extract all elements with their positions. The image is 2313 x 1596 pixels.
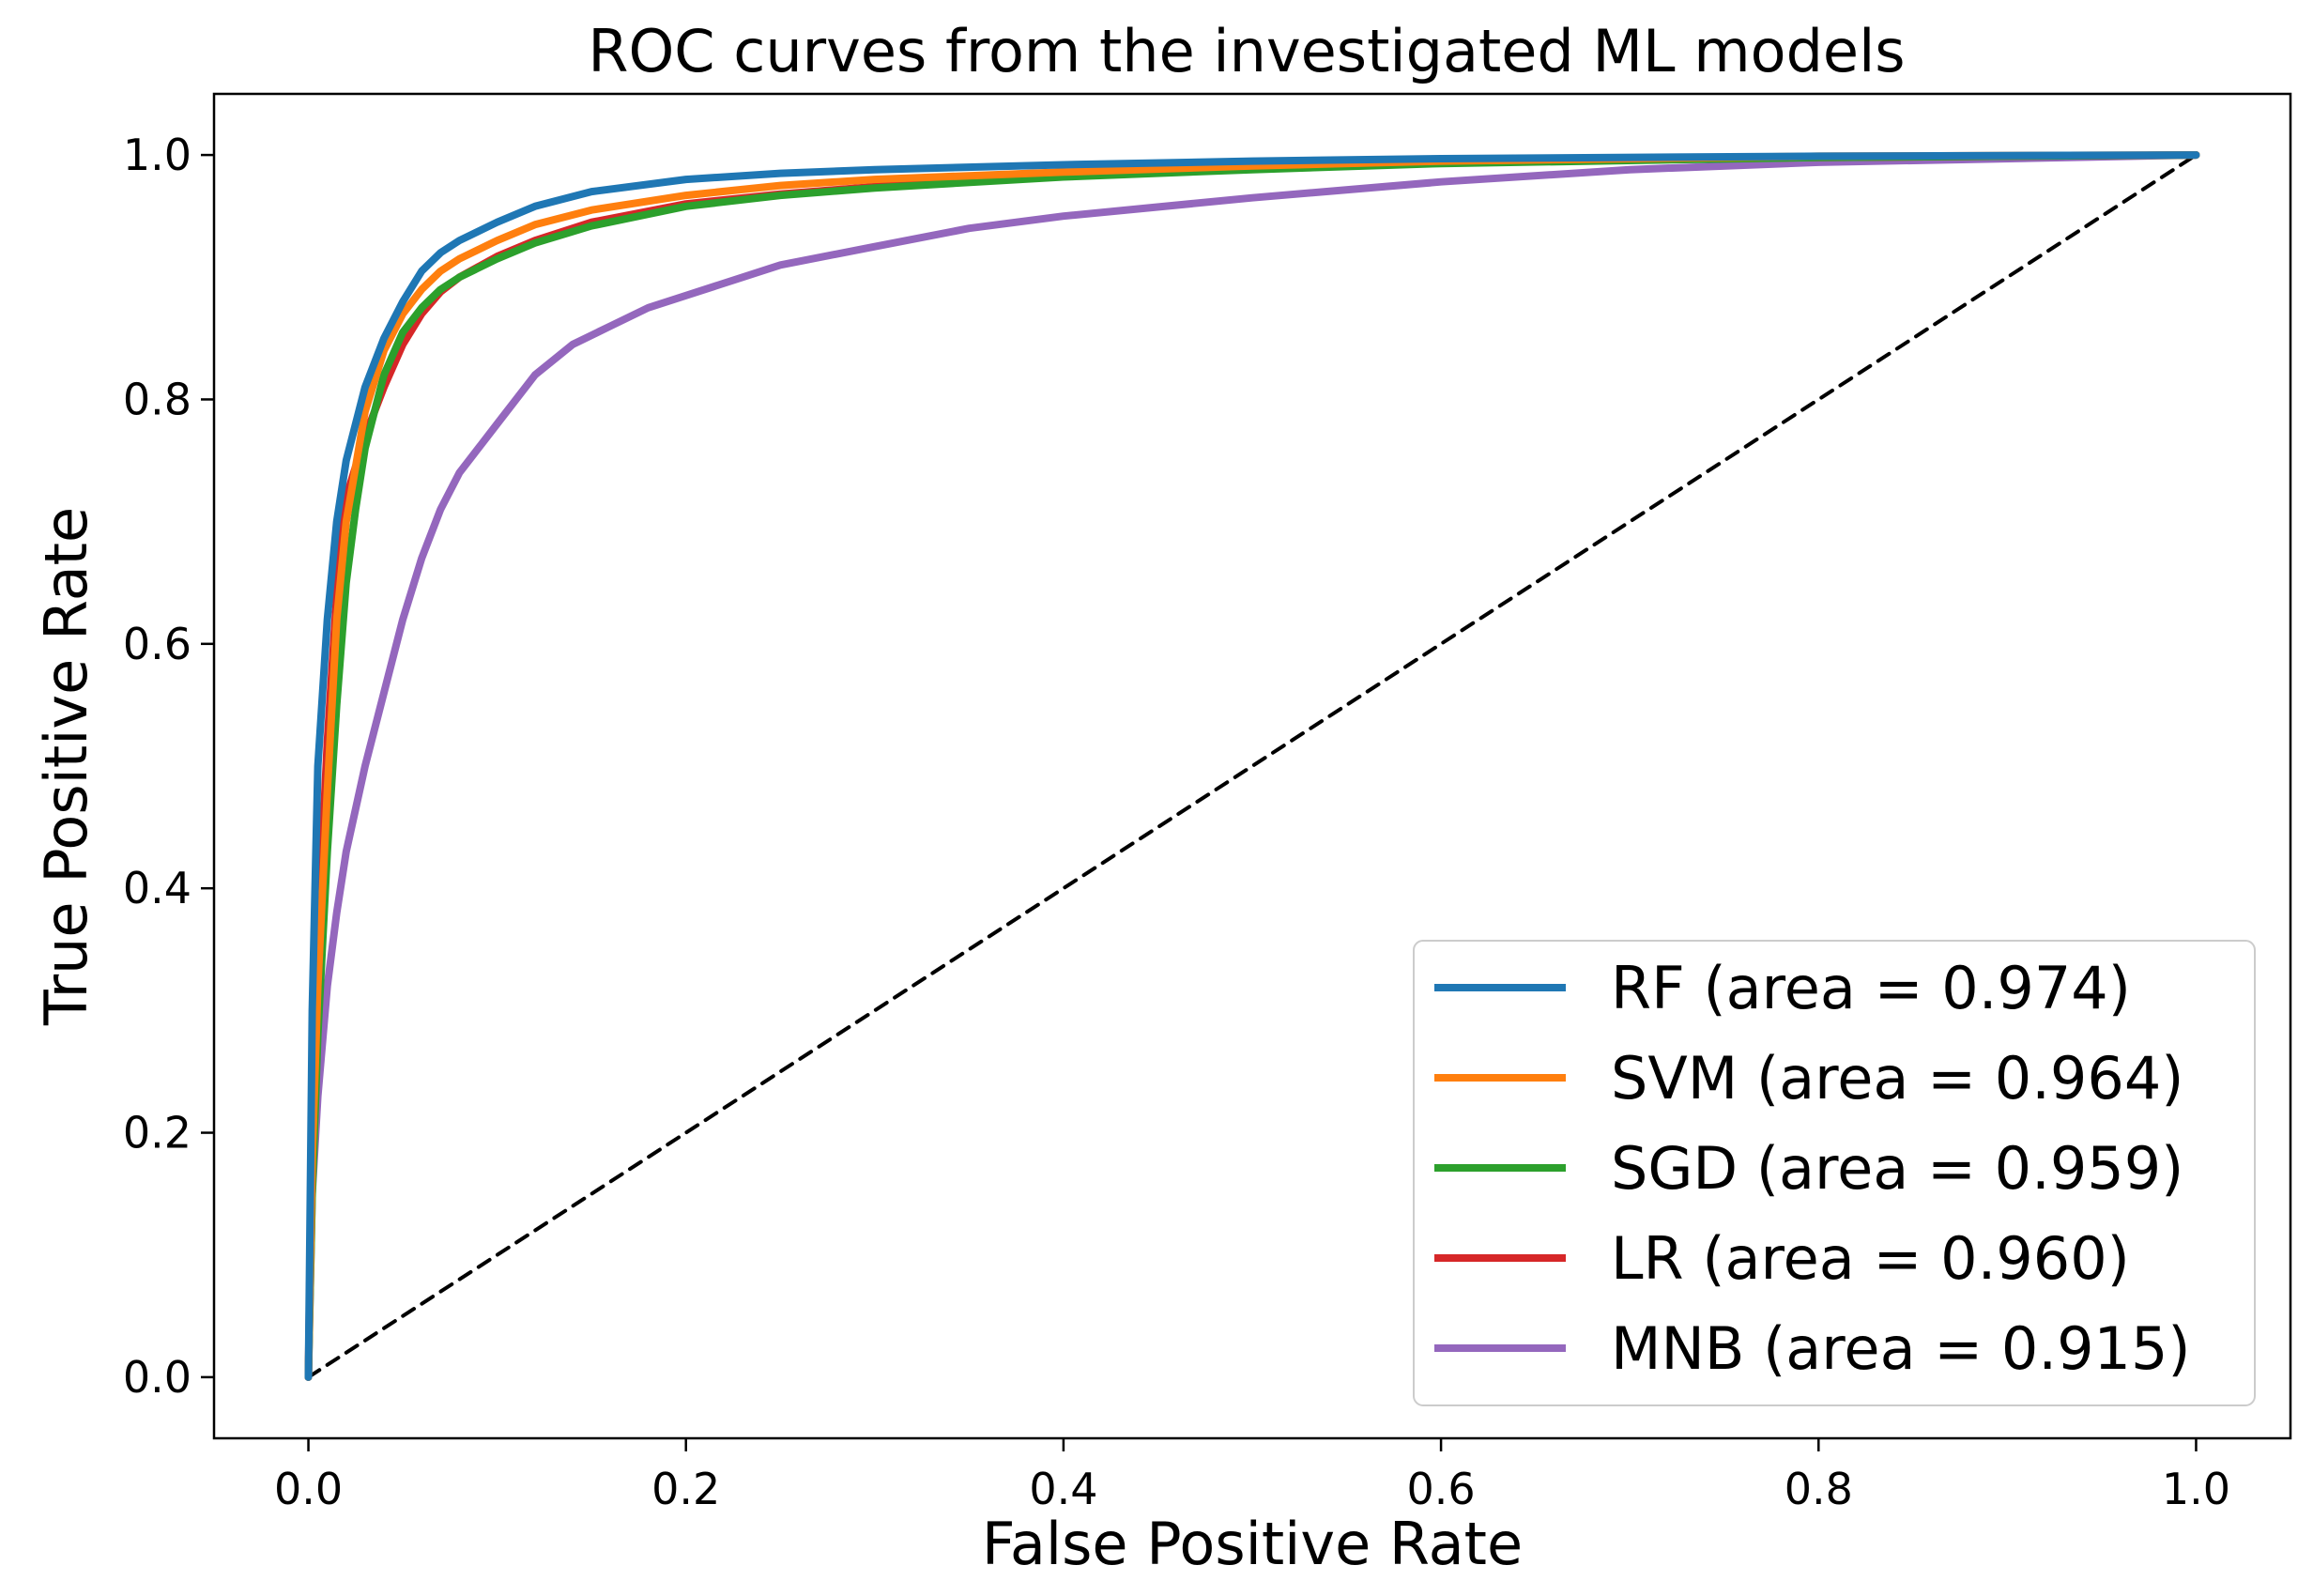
legend-label-lr: LR (area = 0.960) <box>1611 1224 2130 1293</box>
x-axis-ticks: 0.0 0.2 0.4 0.6 0.8 1.0 <box>274 1438 2230 1514</box>
x-tick-label: 0.0 <box>274 1464 343 1514</box>
series-line-sgd <box>304 151 2200 1381</box>
legend-box <box>1413 940 2256 1406</box>
legend-label-svm: SVM (area = 0.964) <box>1611 1044 2183 1113</box>
series-layer <box>304 151 2200 1381</box>
series-line-rf <box>304 151 2200 1381</box>
x-axis-label: False Positive Rate <box>982 1510 1523 1578</box>
series-line-svm <box>304 151 2200 1381</box>
y-tick-label: 0.6 <box>123 619 191 669</box>
chart-title: ROC curves from the investigated ML mode… <box>588 17 1905 85</box>
x-tick-label: 1.0 <box>2162 1464 2230 1514</box>
y-tick-label: 0.4 <box>123 863 191 913</box>
y-tick-label: 0.0 <box>123 1352 191 1403</box>
legend-label-sgd: SGD (area = 0.959) <box>1611 1134 2183 1203</box>
legend: RF (area = 0.974) SVM (area = 0.964) SGD (… <box>1413 940 2256 1406</box>
legend-label-mnb: MNB (area = 0.915) <box>1611 1314 2191 1383</box>
y-tick-label: 0.2 <box>123 1108 191 1159</box>
x-tick-label: 0.6 <box>1407 1464 1476 1514</box>
plot-frame <box>212 92 2292 1440</box>
legend-label-rf: RF (area = 0.974) <box>1611 954 2131 1022</box>
y-axis-label: True Positive Rate <box>32 507 100 1026</box>
x-tick-label: 0.4 <box>1029 1464 1097 1514</box>
y-axis-ticks: 0.0 0.2 0.4 0.6 0.8 1.0 <box>123 130 214 1403</box>
x-tick-label: 0.2 <box>651 1464 720 1514</box>
y-tick-label: 0.8 <box>123 374 191 424</box>
y-tick-label: 1.0 <box>123 130 191 180</box>
x-tick-label: 0.8 <box>1785 1464 1853 1514</box>
chance-diagonal-line <box>306 153 2198 1379</box>
series-line-mnb <box>304 151 2200 1381</box>
